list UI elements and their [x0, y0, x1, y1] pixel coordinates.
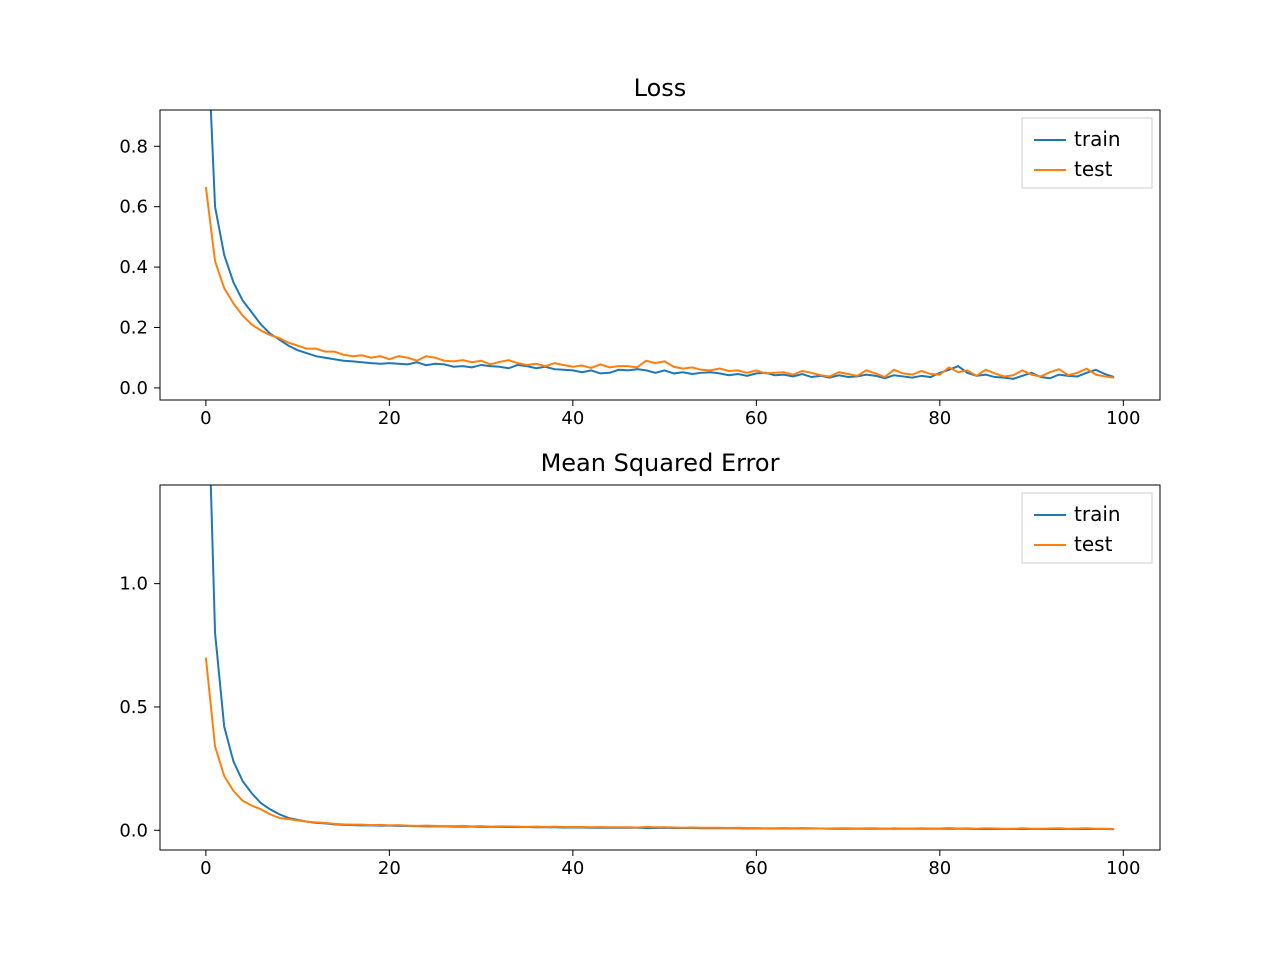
loss-ytick-label: 0.4 — [119, 257, 148, 278]
mse-legend-label-train: train — [1074, 502, 1121, 526]
loss-xtick-label: 60 — [745, 408, 768, 429]
loss-legend-label-train: train — [1074, 127, 1121, 151]
loss-ytick-label: 0.6 — [119, 197, 148, 218]
mse-xtick-label: 60 — [745, 858, 768, 879]
mse-xtick-label: 0 — [200, 858, 211, 879]
loss-xtick-label: 100 — [1106, 408, 1140, 429]
mse-legend-label-test: test — [1074, 532, 1113, 556]
mse-xtick-label: 80 — [928, 858, 951, 879]
mse-xtick-label: 100 — [1106, 858, 1140, 879]
mse-ytick-label: 1.0 — [119, 574, 148, 595]
mse-ytick-label: 0.0 — [119, 820, 148, 841]
loss-ytick-label: 0.2 — [119, 318, 148, 339]
mse-xtick-label: 20 — [378, 858, 401, 879]
loss-xtick-label: 80 — [928, 408, 951, 429]
loss-xtick-label: 0 — [200, 408, 211, 429]
loss-xtick-label: 20 — [378, 408, 401, 429]
loss-xtick-label: 40 — [561, 408, 584, 429]
mse-ytick-label: 0.5 — [119, 697, 148, 718]
loss-ytick-label: 0.0 — [119, 378, 148, 399]
mse-title: Mean Squared Error — [541, 449, 780, 477]
mse-xtick-label: 40 — [561, 858, 584, 879]
loss-legend-label-test: test — [1074, 157, 1113, 181]
loss-title: Loss — [634, 74, 687, 102]
loss-ytick-label: 0.8 — [119, 136, 148, 157]
figure: Loss 0 20 40 60 80 100 0.0 0.2 0.4 0.6 0.8 train test… — [0, 0, 1280, 960]
